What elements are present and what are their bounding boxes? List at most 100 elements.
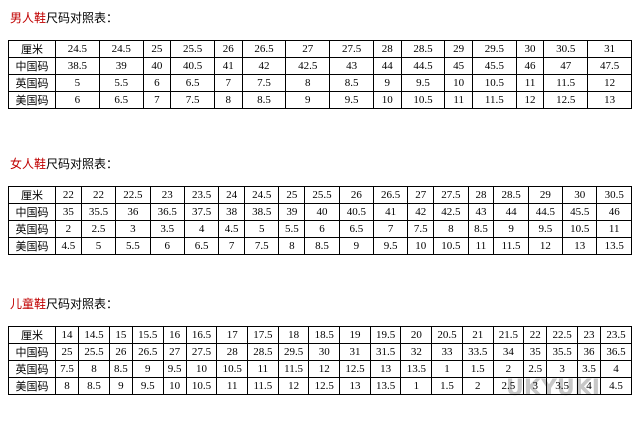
size-cell: 9.5 (400, 74, 446, 92)
size-cell: 19.5 (369, 326, 402, 344)
row-header: 美国码 (8, 237, 56, 255)
size-table: 厘米 24.5 24.5 25 25.5 26 26.5 27 27.5 28 28.5 29 29.5… (8, 40, 632, 109)
table-row: 英国码 5 5.5 6 6.5 7 7.5 8 8.5 9 9.5 10 10.5 11 11.5 12 (8, 74, 632, 92)
size-cell: 28.5 (247, 343, 279, 361)
size-cell: 30 (515, 40, 545, 58)
size-cell: 10 (373, 91, 402, 109)
size-cell: 9 (131, 360, 164, 378)
size-cell: 23 (149, 186, 185, 204)
size-cell: 8 (278, 237, 306, 255)
size-cell: 26 (338, 186, 374, 204)
size-cell: 11 (247, 360, 279, 378)
size-cell: 5 (55, 74, 100, 92)
size-cell: 3 (546, 360, 578, 378)
section-title: 女人鞋尺码对照表： (10, 156, 632, 172)
size-cell: 7 (218, 237, 246, 255)
size-cell: 4.5 (600, 377, 632, 395)
size-cell: 9.5 (162, 360, 187, 378)
size-cell: 11.5 (543, 74, 589, 92)
size-cell: 11 (467, 237, 495, 255)
row-header: 中国码 (8, 343, 56, 361)
size-cell: 14 (54, 326, 80, 344)
size-cell: 44.5 (527, 203, 564, 221)
row-header: 厘米 (8, 40, 56, 58)
size-cell: 11.5 (493, 237, 529, 255)
size-cell: 27.5 (185, 343, 218, 361)
size-cell: 43 (329, 57, 374, 75)
size-cell: 26.5 (241, 40, 287, 58)
size-cell: 4 (600, 360, 632, 378)
size-cell: 6 (149, 237, 185, 255)
size-cell: 30 (308, 343, 341, 361)
size-cell: 7.5 (54, 360, 80, 378)
size-cell: 18.5 (308, 326, 341, 344)
size-section: 儿童鞋尺码对照表： 厘米 14 14.5 15 15.5 16 16.5 17 17.5 18 18.… (8, 296, 632, 395)
size-cell: 25.5 (78, 343, 110, 361)
size-cell: 6.5 (170, 74, 215, 92)
size-cell: 25 (142, 40, 172, 58)
size-cell: 12 (277, 377, 310, 395)
size-cell: 7.5 (244, 237, 280, 255)
size-cell: 32 (400, 343, 433, 361)
size-cell: 29 (444, 40, 473, 58)
size-cell: 35.5 (546, 343, 578, 361)
size-cell: 2.5 (492, 377, 525, 395)
size-cell: 2 (492, 360, 525, 378)
size-cell: 2.5 (523, 360, 548, 378)
section-title: 儿童鞋尺码对照表： (10, 296, 632, 312)
size-cell: 29.5 (471, 40, 517, 58)
size-cell: 27 (285, 40, 331, 58)
size-cell: 1 (431, 360, 463, 378)
size-cell: 45.5 (471, 57, 517, 75)
size-cell: 14.5 (78, 326, 110, 344)
row-header: 厘米 (8, 186, 56, 204)
size-cell: 35 (523, 343, 548, 361)
size-cell: 36 (115, 203, 151, 221)
size-cell: 44 (373, 57, 402, 75)
size-cell: 44.5 (400, 57, 446, 75)
size-cell: 8.5 (241, 91, 287, 109)
size-cell: 8.5 (329, 74, 374, 92)
size-cell: 7.5 (170, 91, 215, 109)
row-header: 英国码 (8, 220, 56, 238)
table-row: 英国码 7.5 8 8.5 9 9.5 10 10.5 11 11.5 12 12.5 13 13.5 1 1… (8, 360, 632, 378)
size-cell: 7.5 (407, 220, 435, 238)
size-cell: 24 (218, 186, 246, 204)
size-cell: 17 (216, 326, 249, 344)
size-cell: 3.5 (149, 220, 185, 238)
size-cell: 9.5 (527, 220, 564, 238)
size-cell: 8.5 (108, 360, 133, 378)
size-cell: 26 (214, 40, 243, 58)
size-cell: 38.5 (244, 203, 280, 221)
size-cell: 40.5 (338, 203, 374, 221)
size-cell: 13 (562, 237, 598, 255)
size-cell: 22.5 (546, 326, 578, 344)
table-row: 中国码 25 25.5 26 26.5 27 27.5 28 28.5 29.5 30 31 31.5 3… (8, 343, 632, 361)
size-cell: 1.5 (461, 360, 494, 378)
size-cell: 9 (285, 91, 331, 109)
size-cell: 47 (543, 57, 589, 75)
size-cell: 8 (54, 377, 80, 395)
size-cell: 38 (218, 203, 246, 221)
size-cell: 20 (400, 326, 433, 344)
size-cell: 45 (444, 57, 473, 75)
size-cell: 33 (431, 343, 463, 361)
size-cell: 25.5 (170, 40, 215, 58)
size-cell: 9.5 (329, 91, 374, 109)
section-title: 男人鞋尺码对照表： (10, 10, 632, 26)
size-cell: 25 (278, 186, 306, 204)
size-cell: 40.5 (170, 57, 215, 75)
table-row: 中国码 38.5 39 40 40.5 41 42 42.5 43 44 44.5 45 45.5 46 4… (8, 57, 632, 75)
size-cell: 15.5 (131, 326, 164, 344)
size-cell: 5 (80, 237, 117, 255)
size-cell: 10 (407, 237, 435, 255)
table-row: 美国码 6 6.5 7 7.5 8 8.5 9 9.5 10 10.5 11 11.5 12 12.5 13 (8, 91, 632, 109)
size-cell: 25 (54, 343, 80, 361)
size-cell: 9 (108, 377, 133, 395)
size-cell: 28.5 (400, 40, 446, 58)
size-cell: 37.5 (183, 203, 220, 221)
size-cell: 6 (55, 91, 100, 109)
size-cell: 11 (444, 91, 473, 109)
size-cell: 3 (115, 220, 151, 238)
size-cell: 28.5 (493, 186, 529, 204)
